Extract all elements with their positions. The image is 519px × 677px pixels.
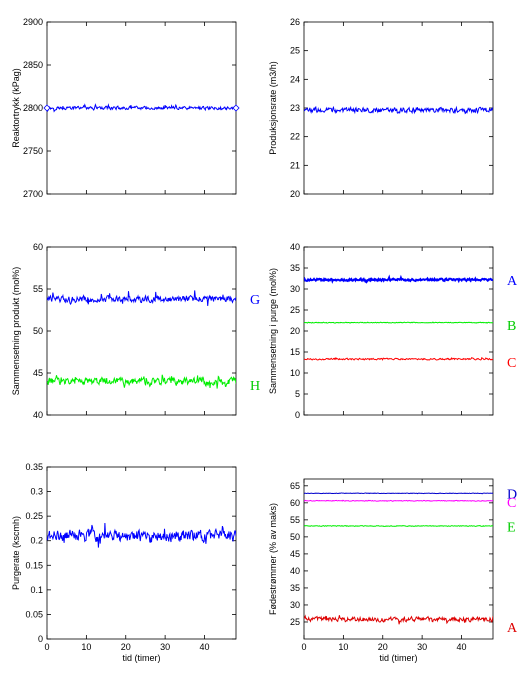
y-tick-label: 50 (290, 532, 300, 542)
series-marker (232, 104, 240, 112)
y-tick-label: 60 (290, 498, 300, 508)
y-tick-label: 0 (295, 410, 300, 420)
x-tick-label: 30 (417, 642, 427, 652)
chart-p1: 2700 2750 2800 2850 2900 Reaktortrykk (kPag) (11, 17, 240, 199)
series-tag-c: C (507, 496, 516, 511)
x-tick-label: 20 (121, 642, 131, 652)
x-tick-label: 10 (338, 642, 348, 652)
series-tag-h: H (250, 379, 260, 394)
plot-frame (303, 478, 494, 640)
y-tick-label: 0.15 (25, 560, 43, 570)
y-tick-label: 0.25 (25, 511, 43, 521)
series-tag-a: A (507, 621, 518, 636)
series-tag-g: G (250, 293, 260, 308)
plot-frame (303, 246, 494, 416)
y-tick-label: 15 (290, 347, 300, 357)
y-tick-label: 0.05 (25, 609, 43, 619)
chart-p4: 0 5 10 15 20 25 30 35 40 Sammensetning i purge (m… (268, 242, 518, 420)
x-tick-label: 40 (199, 642, 209, 652)
y-tick-label: 40 (290, 242, 300, 252)
series-line (47, 290, 236, 306)
series-tag-c: C (507, 356, 516, 371)
y-tick-label: 55 (33, 284, 43, 294)
x-tick-label: 30 (160, 642, 170, 652)
y-tick-label: 30 (290, 284, 300, 294)
series-line (304, 356, 493, 361)
series-line (304, 614, 493, 625)
series-tag-d: D (507, 487, 517, 502)
y-tick-label: 2850 (23, 60, 43, 70)
y-axis-label: Sammensetning produkt (mol%) (11, 267, 21, 396)
y-tick-label: 10 (290, 368, 300, 378)
series-line (304, 524, 493, 528)
series-tag-e: E (507, 521, 516, 536)
y-tick-label: 26 (290, 17, 300, 27)
y-tick-label: 30 (290, 600, 300, 610)
y-axis-label: Produksjonsrate (m3/h) (268, 61, 278, 155)
series-tag-a: A (507, 274, 518, 289)
y-tick-label: 5 (295, 389, 300, 399)
plot-frame (46, 466, 237, 640)
y-tick-label: 2800 (23, 103, 43, 113)
y-tick-label: 0.3 (30, 487, 43, 497)
plot-frame (46, 246, 237, 416)
y-tick-label: 20 (290, 189, 300, 199)
y-tick-label: 2700 (23, 189, 43, 199)
x-tick-label: 0 (44, 642, 49, 652)
x-tick-label: 20 (378, 642, 388, 652)
series-line (47, 522, 236, 548)
y-tick-label: 40 (290, 566, 300, 576)
chart-p5: 0 0.05 0.1 0.15 0.2 0.25 0.3 0.35 0 10 20 30 40 Purge… (11, 462, 237, 663)
x-tick-label: 10 (81, 642, 91, 652)
x-tick-label: 40 (456, 642, 466, 652)
y-tick-label: 35 (290, 583, 300, 593)
y-tick-label: 0.35 (25, 462, 43, 472)
series-line (304, 321, 493, 324)
series-line (304, 274, 493, 284)
y-tick-label: 25 (290, 46, 300, 56)
y-tick-label: 40 (33, 410, 43, 420)
y-tick-label: 24 (290, 74, 300, 84)
series-line (304, 499, 493, 502)
y-tick-label: 2900 (23, 17, 43, 27)
y-tick-label: 35 (290, 263, 300, 273)
chart-p6: 25 30 35 40 45 50 55 60 65 0 10 20 30 40 Fødestrømmer … (268, 478, 518, 663)
series-line (304, 105, 493, 115)
series-tag-b: B (507, 319, 516, 334)
x-axis-label: tid (timer) (380, 653, 418, 663)
series-line (47, 103, 236, 113)
chart-p2: 20 21 22 23 24 25 26 Produksjonsrate (m3/h) (268, 17, 494, 199)
y-tick-label: 0.1 (30, 585, 43, 595)
series-marker (43, 104, 51, 112)
y-tick-label: 21 (290, 160, 300, 170)
y-tick-label: 60 (33, 242, 43, 252)
y-tick-label: 55 (290, 515, 300, 525)
plot-frame (303, 21, 494, 195)
y-tick-label: 20 (290, 326, 300, 336)
y-tick-label: 25 (290, 305, 300, 315)
y-axis-label: Fødestrømmer (% av maks) (268, 503, 278, 615)
y-axis-label: Reaktortrykk (kPag) (11, 68, 21, 148)
x-tick-label: 0 (301, 642, 306, 652)
y-tick-label: 50 (33, 326, 43, 336)
y-axis-label: Purgerate (kscmh) (11, 516, 21, 590)
y-tick-label: 23 (290, 103, 300, 113)
y-tick-label: 0.2 (30, 536, 43, 546)
series-line (304, 492, 493, 495)
series-line (47, 374, 236, 389)
y-tick-label: 25 (290, 617, 300, 627)
x-axis-label: tid (timer) (123, 653, 161, 663)
chart-p3: 40 45 50 55 60 Sammensetning produkt (mol%) G H (11, 242, 260, 420)
y-axis-label: Sammensetning i purge (mol%) (268, 268, 278, 394)
y-tick-label: 45 (33, 368, 43, 378)
y-tick-label: 0 (38, 634, 43, 644)
y-tick-label: 22 (290, 132, 300, 142)
y-tick-label: 2750 (23, 146, 43, 156)
y-tick-label: 65 (290, 481, 300, 491)
y-tick-label: 45 (290, 549, 300, 559)
